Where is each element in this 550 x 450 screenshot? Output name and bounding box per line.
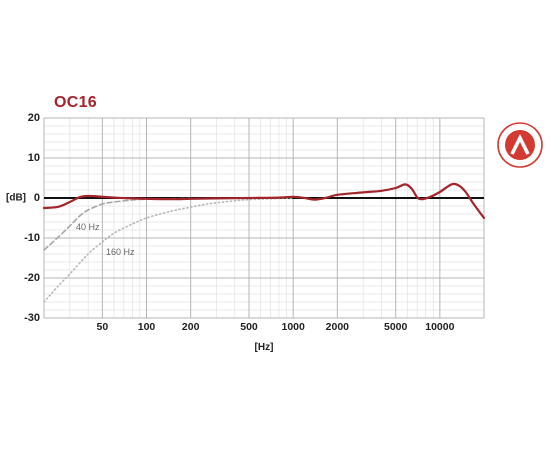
response-curve — [42, 182, 486, 220]
annotation-40hz: 40 Hz — [76, 222, 100, 232]
y-tick-label: -10 — [24, 232, 40, 244]
x-tick-label: 200 — [181, 321, 200, 333]
major-grid — [43, 117, 485, 319]
x-tick-label: 5000 — [384, 321, 408, 333]
series-layer — [42, 182, 486, 303]
x-axis-label: [Hz] — [254, 342, 274, 353]
x-tick-label: 500 — [240, 321, 258, 333]
highpass-160hz-curve — [43, 197, 294, 303]
chart-title: OC16 — [54, 94, 97, 111]
y-tick-label: 10 — [27, 152, 40, 164]
x-tick-label: 100 — [137, 321, 156, 333]
x-tick-label: 10000 — [425, 321, 455, 333]
y-tick-label: -30 — [24, 312, 40, 324]
y-axis-label: [dB] — [6, 192, 26, 204]
y-tick-label: 20 — [27, 112, 40, 124]
x-tick-label: 50 — [96, 321, 109, 333]
annotation-160hz: 160 Hz — [106, 247, 135, 257]
x-tick-label: 2000 — [325, 321, 350, 333]
minor-grid — [43, 118, 485, 318]
y-tick-label: -20 — [24, 272, 40, 284]
brand-logo-icon — [497, 122, 543, 168]
x-tick-label: 1000 — [281, 321, 305, 333]
highpass-40hz-curve — [43, 197, 192, 251]
y-tick-label: 0 — [33, 192, 40, 204]
